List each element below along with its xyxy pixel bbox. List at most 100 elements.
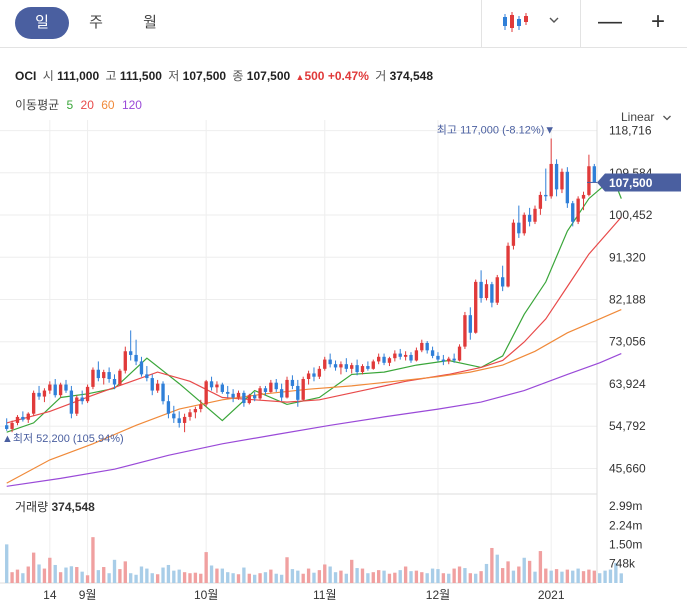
candle-body xyxy=(522,214,526,234)
zoom-out-button[interactable]: — xyxy=(598,8,622,35)
candle-body xyxy=(5,425,9,429)
tab-daily[interactable]: 일 xyxy=(15,7,69,39)
tab-monthly[interactable]: 월 xyxy=(143,14,157,31)
high-annotation: 최고 117,000 (-8.12%)▼ xyxy=(437,124,555,137)
candle-body xyxy=(366,366,370,369)
candle-body xyxy=(91,369,95,387)
volume-bar xyxy=(96,570,101,583)
volume-label: 거 xyxy=(375,69,387,83)
volume-bar xyxy=(565,569,570,583)
volume-bar xyxy=(538,551,543,583)
volume-bar xyxy=(603,570,607,583)
candle-body xyxy=(166,401,171,414)
volume-bar xyxy=(139,566,144,583)
candle-body xyxy=(517,222,521,234)
volume-bar xyxy=(598,573,602,583)
close-value: 107,500 xyxy=(246,69,291,83)
volume-bar xyxy=(177,569,181,583)
candle-body xyxy=(107,372,111,379)
volume-bar xyxy=(430,568,435,583)
candle-body xyxy=(360,366,365,373)
candle-body xyxy=(387,358,392,363)
candle-body xyxy=(215,384,219,388)
volume-bar xyxy=(517,566,521,583)
volume-bar xyxy=(441,573,446,583)
candle-body xyxy=(48,384,52,391)
volume-bar xyxy=(587,569,591,583)
candle-body xyxy=(134,354,138,362)
candle-body xyxy=(323,359,327,369)
volume-bar xyxy=(393,572,397,583)
candle-body xyxy=(355,365,359,373)
candle-body xyxy=(500,277,505,287)
candle-body xyxy=(350,365,354,369)
candle-body xyxy=(376,356,381,362)
candle-body xyxy=(247,395,251,404)
ma-line-ma120 xyxy=(6,353,622,487)
volume-bar xyxy=(474,573,478,583)
candle-body xyxy=(544,194,548,197)
candle-body xyxy=(274,382,278,390)
volume-bar xyxy=(236,574,241,583)
volume-bar xyxy=(592,570,596,583)
volume-tick-label: 1.50m xyxy=(609,537,642,551)
candle-body xyxy=(53,384,57,396)
price-tick-label: 100,452 xyxy=(609,208,653,222)
volume-bar xyxy=(161,567,165,583)
candle-body xyxy=(269,382,273,392)
volume-bar xyxy=(209,565,214,583)
volume-pane-label: 거래량 374,548 xyxy=(15,500,95,514)
candle-body xyxy=(452,358,456,361)
volume-bar xyxy=(371,572,375,583)
candle-body xyxy=(139,361,144,375)
volume-bar xyxy=(129,573,133,583)
scale-mode-select[interactable]: Linear xyxy=(621,110,672,124)
candle-body xyxy=(581,194,586,199)
candle-body xyxy=(571,203,575,222)
candle-body xyxy=(193,409,198,413)
volume-bar xyxy=(533,571,537,583)
moving-average-legend[interactable]: 이동평균 5 20 60 120 xyxy=(15,96,146,113)
candle-body xyxy=(420,342,424,351)
volume-bar xyxy=(150,573,154,583)
volume-bar xyxy=(576,568,580,583)
volume-bar xyxy=(490,547,494,583)
candle-body xyxy=(592,166,596,183)
candle-body xyxy=(161,383,165,402)
candle-body xyxy=(576,198,580,222)
candle-body xyxy=(172,413,176,419)
volume-bar xyxy=(102,567,106,583)
ma-line-ma60 xyxy=(6,309,622,484)
volume-bar xyxy=(220,568,225,583)
candle-body xyxy=(226,391,230,394)
zoom-in-button[interactable]: + xyxy=(650,8,665,35)
candle-body xyxy=(80,397,84,402)
volume-bar xyxy=(436,569,440,583)
candle-body xyxy=(565,171,570,204)
volume-bar xyxy=(506,561,510,583)
candle-body xyxy=(209,381,214,388)
tab-weekly[interactable]: 주 xyxy=(89,14,103,31)
candlestick-icon[interactable] xyxy=(502,10,528,34)
candle-body xyxy=(554,163,559,190)
volume-bar xyxy=(123,561,127,583)
volume-bar xyxy=(263,572,268,583)
candle-body xyxy=(26,413,30,420)
candle-body xyxy=(436,355,440,360)
toolbar-divider xyxy=(481,0,482,48)
chevron-down-icon[interactable] xyxy=(548,14,560,26)
volume-bar xyxy=(118,569,122,583)
change-percent: +0.47% xyxy=(327,69,369,83)
volume-tick-label: 2.24m xyxy=(609,518,642,532)
volume-bar xyxy=(468,573,472,583)
candle-body xyxy=(145,374,149,379)
candle-body xyxy=(182,416,187,423)
volume-bar xyxy=(42,568,47,583)
candle-body xyxy=(506,245,510,287)
volume-bar xyxy=(145,568,149,583)
candle-body xyxy=(188,412,192,417)
volume-bar xyxy=(172,570,176,583)
ma-120-label: 120 xyxy=(121,98,142,112)
volume-bar xyxy=(166,564,171,583)
